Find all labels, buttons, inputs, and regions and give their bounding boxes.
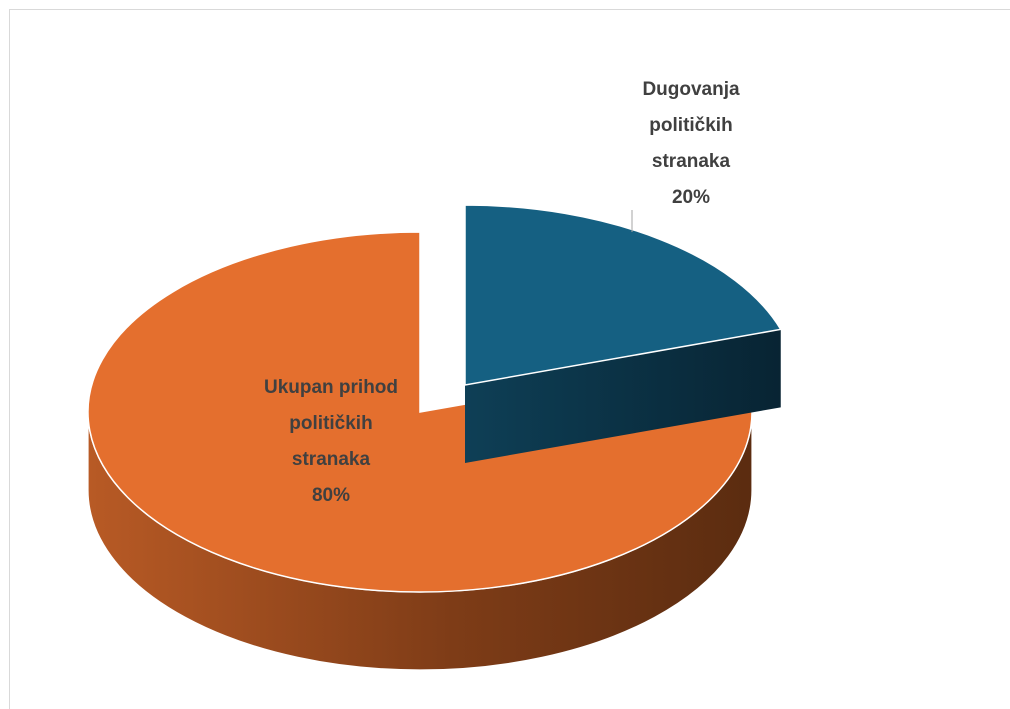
label-dugovanja-percent: 20%	[672, 187, 710, 208]
slice-wall-dugovanja	[465, 329, 781, 463]
label-ukupan-prihod-line-1: Ukupan prihod	[264, 377, 398, 398]
label-ukupan-prihod-percent: 80%	[312, 485, 350, 506]
label-dugovanja-line-2: političkih	[649, 115, 732, 136]
label-ukupan-prihod-line-3: stranaka	[292, 449, 371, 470]
label-dugovanja-line-3: stranaka	[652, 151, 731, 172]
label-ukupan-prihod-line-2: političkih	[289, 413, 372, 434]
chart-border	[9, 9, 1010, 709]
slice-dugovanja	[464, 204, 782, 386]
label-dugovanja-line-1: Dugovanja	[642, 79, 740, 100]
slice-ukupan-prihod	[87, 231, 753, 593]
